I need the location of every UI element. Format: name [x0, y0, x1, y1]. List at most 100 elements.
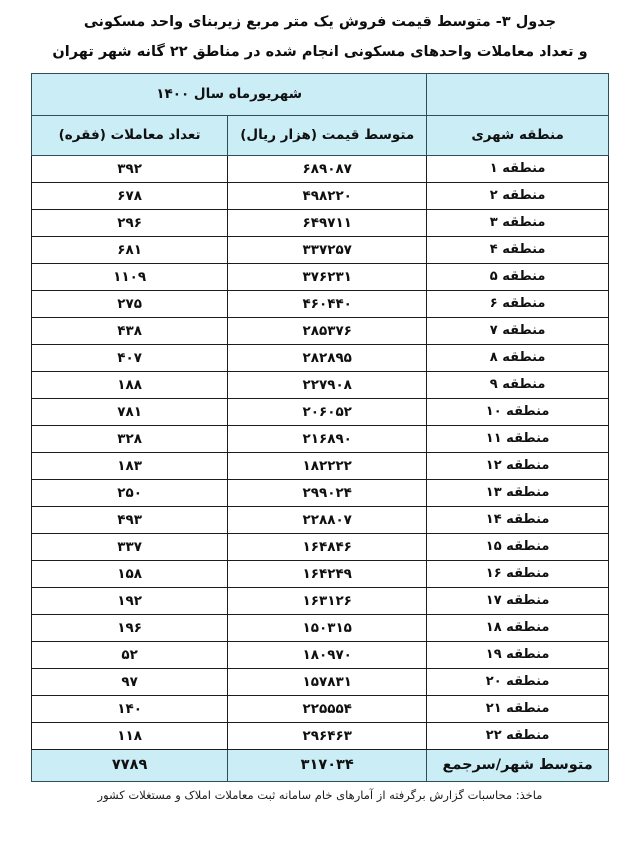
- price-cell: ۲۲۸۸۰۷: [227, 505, 428, 534]
- price-cell: ۱۸۲۲۲۲: [227, 451, 428, 480]
- price-cell: ۲۸۵۳۷۶: [227, 316, 428, 345]
- region-cell: منطقه ۵: [426, 262, 609, 291]
- region-cell: منطقه ۱۸: [426, 613, 609, 642]
- count-cell: ۱۸۸: [30, 370, 229, 399]
- total-price-cell: ۳۱۷۰۳۴: [227, 748, 428, 782]
- count-cell: ۱۸۳: [30, 451, 229, 480]
- table-row: منطقه ۱۸ ۱۵۰۳۱۵ ۱۹۶: [30, 613, 609, 642]
- region-cell: منطقه ۱: [426, 154, 609, 183]
- price-cell: ۱۶۴۸۴۶: [227, 532, 428, 561]
- count-cell: ۱۱۸: [30, 721, 229, 750]
- region-cell: منطقه ۱۴: [426, 505, 609, 534]
- price-cell: ۱۵۷۸۳۱: [227, 667, 428, 696]
- total-count-cell: ۷۷۸۹: [30, 748, 229, 782]
- table-row: منطقه ۸ ۲۸۲۸۹۵ ۴۰۷: [30, 343, 609, 372]
- count-cell: ۱۱۰۹: [30, 262, 229, 291]
- region-cell: منطقه ۴: [426, 235, 609, 264]
- table-row: منطقه ۵ ۳۷۶۲۳۱ ۱۱۰۹: [30, 262, 609, 291]
- price-cell: ۲۹۹۰۲۴: [227, 478, 428, 507]
- region-cell: منطقه ۲۲: [426, 721, 609, 750]
- price-cell: ۱۶۴۲۴۹: [227, 559, 428, 588]
- total-row: متوسط شهر/سرجمع ۳۱۷۰۳۴ ۷۷۸۹: [30, 748, 609, 782]
- price-column-header: متوسط قیمت (هزار ریال): [227, 114, 428, 156]
- region-cell: منطقه ۹: [426, 370, 609, 399]
- price-cell: ۲۱۶۸۹۰: [227, 424, 428, 453]
- table-body: منطقه ۱ ۶۸۹۰۸۷ ۳۹۲ منطقه ۲ ۴۹۸۲۲۰ ۶۷۸ من…: [30, 154, 609, 750]
- count-cell: ۴۰۷: [30, 343, 229, 372]
- table-row: منطقه ۱۰ ۲۰۶۰۵۲ ۷۸۱: [30, 397, 609, 426]
- table-row: منطقه ۹ ۲۲۷۹۰۸ ۱۸۸: [30, 370, 609, 399]
- table-row: منطقه ۷ ۲۸۵۳۷۶ ۴۳۸: [30, 316, 609, 345]
- region-cell: منطقه ۶: [426, 289, 609, 318]
- table-row: منطقه ۱۳ ۲۹۹۰۲۴ ۲۵۰: [30, 478, 609, 507]
- count-column-header: تعداد معاملات (فقره): [30, 114, 229, 156]
- price-cell: ۲۸۲۸۹۵: [227, 343, 428, 372]
- table-row: منطقه ۱۱ ۲۱۶۸۹۰ ۳۲۸: [30, 424, 609, 453]
- count-cell: ۶۸۱: [30, 235, 229, 264]
- source-note: ماخذ: محاسبات گزارش برگرفته از آمارهای خ…: [97, 787, 543, 802]
- count-cell: ۲۹۶: [30, 208, 229, 237]
- region-cell: منطقه ۱۰: [426, 397, 609, 426]
- table-row: منطقه ۱ ۶۸۹۰۸۷ ۳۹۲: [30, 154, 609, 183]
- table-row: منطقه ۱۴ ۲۲۸۸۰۷ ۴۹۳: [30, 505, 609, 534]
- count-cell: ۱۹۶: [30, 613, 229, 642]
- price-cell: ۲۹۶۴۶۳: [227, 721, 428, 750]
- count-cell: ۴۳۸: [30, 316, 229, 345]
- price-cell: ۴۹۸۲۲۰: [227, 181, 428, 210]
- price-cell: ۱۶۳۱۲۶: [227, 586, 428, 615]
- count-cell: ۱۹۲: [30, 586, 229, 615]
- region-cell: منطقه ۱۲: [426, 451, 609, 480]
- region-cell: منطقه ۱۹: [426, 640, 609, 669]
- region-column-header: منطقه شهری: [426, 114, 609, 156]
- region-cell: منطقه ۱۶: [426, 559, 609, 588]
- price-cell: ۱۸۰۹۷۰: [227, 640, 428, 669]
- table-row: منطقه ۱۹ ۱۸۰۹۷۰ ۵۲: [30, 640, 609, 669]
- price-cell: ۲۲۷۹۰۸: [227, 370, 428, 399]
- price-cell: ۶۴۹۷۱۱: [227, 208, 428, 237]
- price-cell: ۴۶۰۴۴۰: [227, 289, 428, 318]
- table-row: منطقه ۲ ۴۹۸۲۲۰ ۶۷۸: [30, 181, 609, 210]
- table-title-line2: و تعداد معاملات واحدهای مسکونی انجام شده…: [52, 44, 588, 61]
- period-header-cell: شهریورماه سال ۱۴۰۰: [30, 72, 428, 116]
- count-cell: ۵۲: [30, 640, 229, 669]
- price-cell: ۳۷۶۲۳۱: [227, 262, 428, 291]
- region-cell: منطقه ۱۵: [426, 532, 609, 561]
- table-row: منطقه ۶ ۴۶۰۴۴۰ ۲۷۵: [30, 289, 609, 318]
- count-cell: ۳۲۸: [30, 424, 229, 453]
- count-cell: ۱۵۸: [30, 559, 229, 588]
- region-cell: منطقه ۷: [426, 316, 609, 345]
- region-cell: منطقه ۲۰: [426, 667, 609, 696]
- region-cell: منطقه ۲۱: [426, 694, 609, 723]
- region-cell: منطقه ۸: [426, 343, 609, 372]
- region-cell: منطقه ۲: [426, 181, 609, 210]
- count-cell: ۴۹۳: [30, 505, 229, 534]
- table-row: منطقه ۲۱ ۲۲۵۵۵۴ ۱۴۰: [30, 694, 609, 723]
- count-cell: ۲۷۵: [30, 289, 229, 318]
- count-cell: ۷۸۱: [30, 397, 229, 426]
- period-header-row: شهریورماه سال ۱۴۰۰: [30, 72, 609, 116]
- column-header-row: منطقه شهری متوسط قیمت (هزار ریال) تعداد …: [30, 114, 609, 156]
- count-cell: ۳۳۷: [30, 532, 229, 561]
- table-row: منطقه ۱۵ ۱۶۴۸۴۶ ۳۳۷: [30, 532, 609, 561]
- price-cell: ۶۸۹۰۸۷: [227, 154, 428, 183]
- region-cell: منطقه ۱۳: [426, 478, 609, 507]
- region-cell: منطقه ۱۷: [426, 586, 609, 615]
- price-cell: ۲۲۵۵۵۴: [227, 694, 428, 723]
- total-label-cell: متوسط شهر/سرجمع: [426, 748, 609, 782]
- table-row: منطقه ۲۲ ۲۹۶۴۶۳ ۱۱۸: [30, 721, 609, 750]
- price-cell: ۳۳۷۲۵۷: [227, 235, 428, 264]
- count-cell: ۲۵۰: [30, 478, 229, 507]
- count-cell: ۶۷۸: [30, 181, 229, 210]
- price-cell: ۲۰۶۰۵۲: [227, 397, 428, 426]
- districts-table: شهریورماه سال ۱۴۰۰ منطقه شهری متوسط قیمت…: [30, 72, 609, 782]
- table-row: منطقه ۱۲ ۱۸۲۲۲۲ ۱۸۳: [30, 451, 609, 480]
- table-row: منطقه ۲۰ ۱۵۷۸۳۱ ۹۷: [30, 667, 609, 696]
- count-cell: ۹۷: [30, 667, 229, 696]
- count-cell: ۱۴۰: [30, 694, 229, 723]
- table-row: منطقه ۱۷ ۱۶۳۱۲۶ ۱۹۲: [30, 586, 609, 615]
- count-cell: ۳۹۲: [30, 154, 229, 183]
- region-cell: منطقه ۳: [426, 208, 609, 237]
- table-row: منطقه ۳ ۶۴۹۷۱۱ ۲۹۶: [30, 208, 609, 237]
- price-cell: ۱۵۰۳۱۵: [227, 613, 428, 642]
